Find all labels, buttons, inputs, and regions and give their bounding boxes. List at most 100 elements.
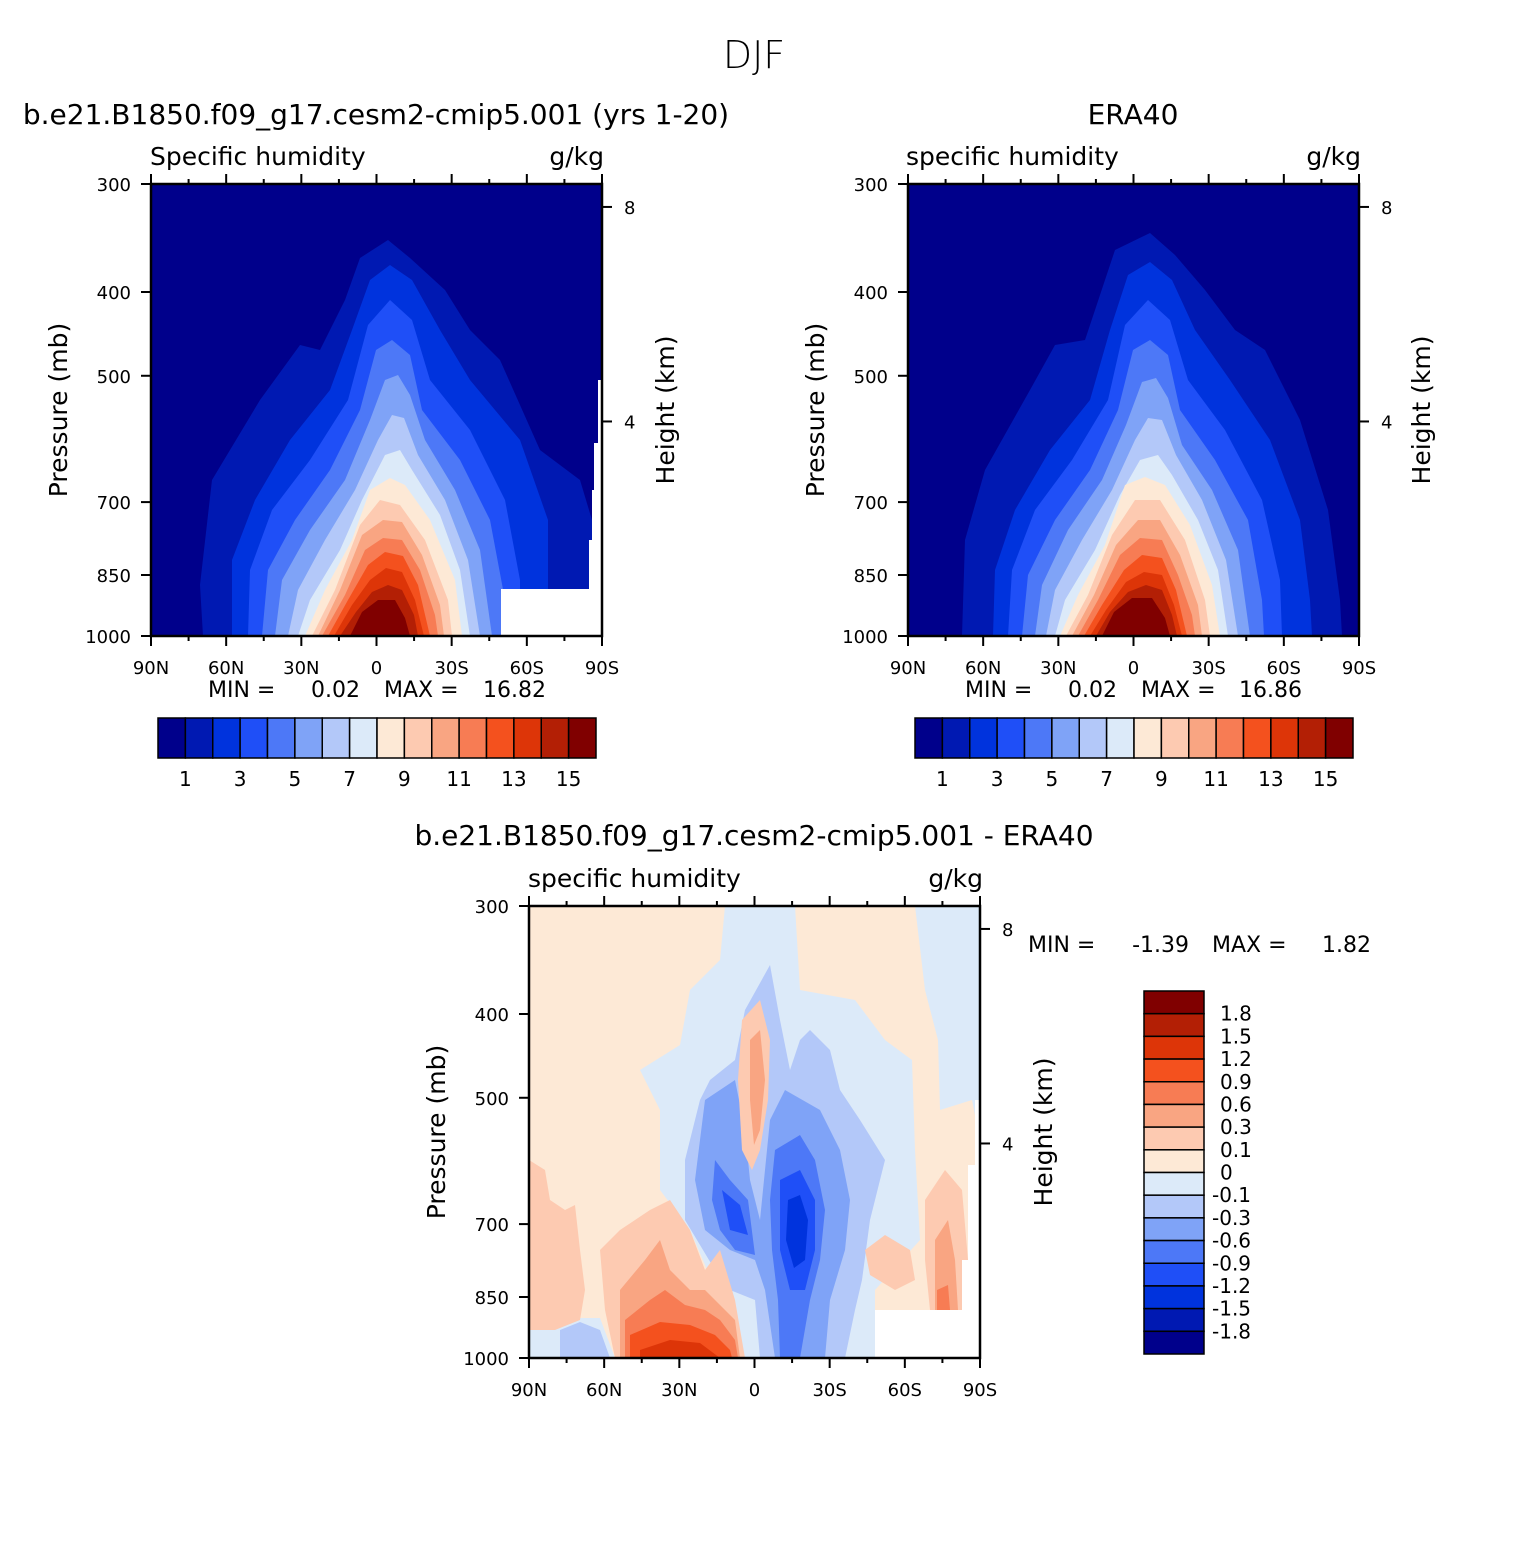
max-label: MAX = xyxy=(1212,933,1287,958)
x-tick-label: 30S xyxy=(812,1380,846,1401)
x-tick-label: 30S xyxy=(434,658,468,679)
colorbar-label: 0.1 xyxy=(1220,1138,1252,1162)
y2-tick-label: 4 xyxy=(624,412,635,433)
max-label: MAX = xyxy=(1141,678,1216,703)
contour-pos-0.1 xyxy=(529,1160,585,1330)
min-value: 0.02 xyxy=(1068,678,1117,703)
colorbar-swatch xyxy=(996,717,1026,759)
colorbar-swatch xyxy=(1143,1149,1205,1174)
colorbar-swatch xyxy=(1143,1307,1205,1333)
colorbar-swatch xyxy=(1133,717,1163,759)
contour-field xyxy=(151,184,602,636)
y-axis-title: Pressure (mb) xyxy=(801,323,830,497)
y-tick-label: 1000 xyxy=(842,627,888,648)
colorbar-swatch xyxy=(294,717,323,759)
colorbar-label: 7 xyxy=(1100,767,1113,791)
contour-pos-0.1 xyxy=(865,1235,915,1290)
y-tick-label: 300 xyxy=(854,175,888,196)
y-tick-label: 700 xyxy=(854,493,888,514)
colorbar-swatch xyxy=(941,717,971,759)
colorbar-label: 9 xyxy=(1155,767,1168,791)
y-tick-label: 700 xyxy=(475,1215,509,1236)
y2-axis-title: Height (km) xyxy=(651,336,680,485)
colorbar-label: 5 xyxy=(1046,767,1059,791)
colorbar-swatch xyxy=(1143,1330,1205,1355)
contour-neg-0.3 xyxy=(560,1322,610,1358)
panel-era40: ERA40 specific humidity g/kg 90N 60N 30N 0 3… xyxy=(801,98,1436,791)
colorbar-swatch xyxy=(1297,717,1327,759)
colorbar-swatch xyxy=(1143,1262,1205,1287)
colorbar-swatch xyxy=(1215,717,1245,759)
colorbar-label: 0 xyxy=(1220,1161,1233,1185)
contour-pos-0.6 xyxy=(937,1285,950,1310)
min-label: MIN = xyxy=(1028,933,1095,958)
colorbar-label: 13 xyxy=(501,767,526,791)
colorbar-label: 1.8 xyxy=(1220,1002,1252,1026)
colorbar-swatch xyxy=(1105,717,1135,759)
y2-tick-label: 8 xyxy=(1002,920,1013,941)
colorbar-swatch xyxy=(1160,717,1190,759)
max-label: MAX = xyxy=(384,678,459,703)
colorbar-label: 1 xyxy=(179,767,192,791)
x-tick-label: 60N xyxy=(965,658,1001,679)
colorbar-label: -1.8 xyxy=(1212,1319,1251,1343)
colorbar-label: -0.6 xyxy=(1212,1229,1251,1253)
colorbar: 1 3 5 7 9 11 13 15 xyxy=(914,717,1354,791)
colorbar-label: -1.2 xyxy=(1212,1274,1251,1298)
colorbar-swatch xyxy=(969,717,998,759)
colorbar-label: 15 xyxy=(1313,767,1338,791)
colorbar-swatch xyxy=(567,717,597,759)
y2-tick-label: 4 xyxy=(1002,1134,1013,1155)
x-tick-label: 30N xyxy=(661,1380,697,1401)
colorbar: 1 3 5 7 9 11 13 15 xyxy=(157,717,597,791)
colorbar-swatch xyxy=(431,717,460,759)
colorbar-swatch xyxy=(1143,1285,1205,1310)
colorbar-swatch xyxy=(1270,717,1299,759)
panel-title: b.e21.B1850.f09_g17.cesm2-cmip5.001 (yrs… xyxy=(23,98,729,131)
colorbar-label: 11 xyxy=(446,767,471,791)
colorbar-swatch xyxy=(914,717,944,759)
colorbar-swatch xyxy=(1143,1217,1205,1242)
colorbar-swatch xyxy=(376,717,406,759)
panel-title: b.e21.B1850.f09_g17.cesm2-cmip5.001 - ER… xyxy=(414,819,1093,852)
colorbar-swatch xyxy=(540,717,570,759)
y-tick-label: 400 xyxy=(97,283,131,304)
y-tick-label: 850 xyxy=(854,566,888,587)
x-tick-label: 30N xyxy=(1040,658,1076,679)
x-tick-label: 60S xyxy=(510,658,544,679)
colorbar-label: -0.3 xyxy=(1212,1206,1251,1230)
colorbar-swatch xyxy=(239,717,269,759)
contour-pos-0.3 xyxy=(750,1030,765,1145)
max-value: 1.82 xyxy=(1322,933,1371,958)
y-tick-label: 500 xyxy=(854,367,888,388)
colorbar-swatch xyxy=(1143,1171,1205,1196)
contour-field xyxy=(908,184,1359,636)
colorbar-label: 15 xyxy=(556,767,581,791)
min-label: MIN = xyxy=(965,678,1032,703)
colorbar-label: 3 xyxy=(234,767,247,791)
y2-tick-label: 8 xyxy=(1381,198,1392,219)
x-tick-label: 90N xyxy=(511,1380,547,1401)
colorbar-swatch xyxy=(1023,717,1053,759)
missing-data xyxy=(875,1100,980,1358)
colorbar-label: 0.6 xyxy=(1220,1092,1252,1116)
colorbar-label: 1 xyxy=(936,767,949,791)
contour-pos-1.2 xyxy=(640,1340,720,1358)
colorbar-swatch xyxy=(348,717,378,759)
colorbar-label: -0.9 xyxy=(1212,1251,1251,1275)
contour-level-16 xyxy=(350,600,410,636)
colorbar-swatch xyxy=(1143,990,1205,1015)
colorbar-swatch xyxy=(1143,1012,1205,1038)
left-label: specific humidity xyxy=(906,142,1119,171)
axes: 90N 60N 30N 0 30S 60S 90S 300 400 500 700 850 1000 8 4 xyxy=(463,896,1013,1401)
x-tick-label: 60S xyxy=(888,1380,922,1401)
min-label: MIN = xyxy=(208,678,275,703)
x-tick-label: 90S xyxy=(1342,658,1376,679)
y-tick-label: 1000 xyxy=(85,627,131,648)
left-label: specific humidity xyxy=(528,864,741,893)
contour-neg-1.5 xyxy=(786,1195,808,1268)
y2-tick-label: 8 xyxy=(624,198,635,219)
colorbar-swatch xyxy=(1324,717,1354,759)
colorbar-swatch xyxy=(1143,1103,1205,1128)
colorbar-swatch xyxy=(513,717,542,759)
